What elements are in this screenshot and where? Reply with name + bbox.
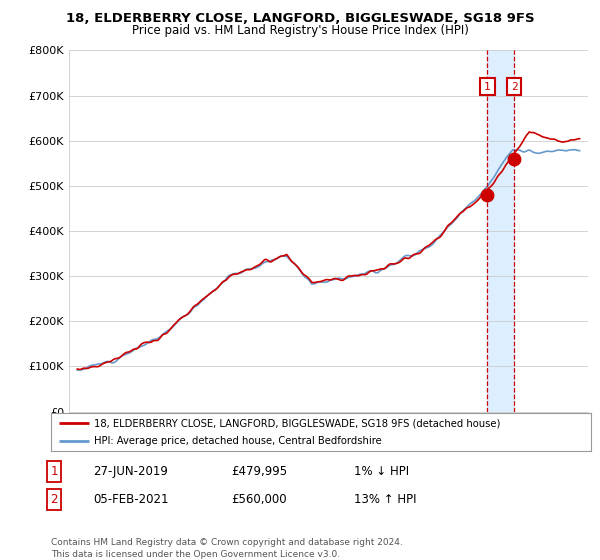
Text: 1: 1 (50, 465, 58, 478)
Text: Contains HM Land Registry data © Crown copyright and database right 2024.
This d: Contains HM Land Registry data © Crown c… (51, 538, 403, 559)
Text: 2: 2 (511, 82, 518, 91)
Bar (487, 50, 514, 412)
Text: 13% ↑ HPI: 13% ↑ HPI (354, 493, 416, 506)
Text: HPI: Average price, detached house, Central Bedfordshire: HPI: Average price, detached house, Cent… (94, 436, 382, 446)
Text: 27-JUN-2019: 27-JUN-2019 (93, 465, 168, 478)
Text: £560,000: £560,000 (231, 493, 287, 506)
Text: 2: 2 (50, 493, 58, 506)
Text: 1% ↓ HPI: 1% ↓ HPI (354, 465, 409, 478)
Text: 18, ELDERBERRY CLOSE, LANGFORD, BIGGLESWADE, SG18 9FS (detached house): 18, ELDERBERRY CLOSE, LANGFORD, BIGGLESW… (94, 418, 500, 428)
Text: 18, ELDERBERRY CLOSE, LANGFORD, BIGGLESWADE, SG18 9FS: 18, ELDERBERRY CLOSE, LANGFORD, BIGGLESW… (65, 12, 535, 25)
Text: 1: 1 (484, 82, 491, 91)
Text: 05-FEB-2021: 05-FEB-2021 (93, 493, 169, 506)
Text: Price paid vs. HM Land Registry's House Price Index (HPI): Price paid vs. HM Land Registry's House … (131, 24, 469, 36)
Text: £479,995: £479,995 (231, 465, 287, 478)
